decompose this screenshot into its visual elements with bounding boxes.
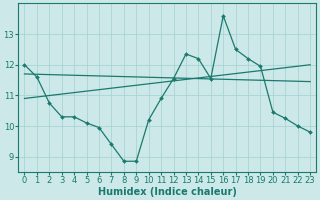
X-axis label: Humidex (Indice chaleur): Humidex (Indice chaleur) bbox=[98, 187, 237, 197]
